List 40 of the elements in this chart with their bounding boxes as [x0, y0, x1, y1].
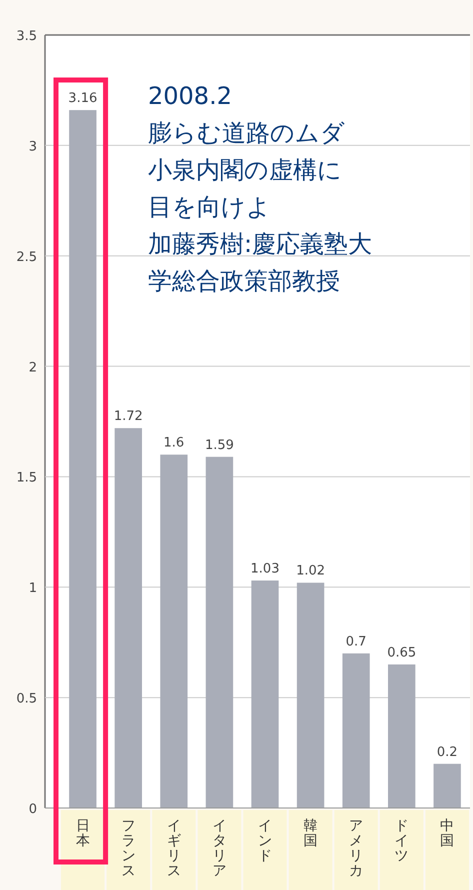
x-tick-label: 韓国 [304, 818, 318, 849]
annotation: 2008.2 [148, 82, 232, 110]
annotation: 膨らむ道路のムダ [148, 119, 345, 147]
data-label: 1.03 [250, 562, 280, 577]
bar [342, 653, 370, 808]
x-tick-label: ドイツ [394, 818, 409, 864]
bar [388, 664, 416, 808]
data-label: 1.6 [164, 436, 184, 451]
x-tick-label: 中国 [440, 818, 454, 849]
bar [114, 428, 142, 808]
x-tick-label: 日本 [76, 818, 90, 849]
data-label: 1.72 [114, 409, 143, 424]
y-tick-label: 1 [28, 581, 37, 596]
y-tick-label: 0 [28, 802, 37, 817]
y-tick-label: 3.5 [16, 29, 37, 44]
x-tick-label: インド [258, 818, 272, 864]
bar [434, 764, 461, 808]
bar [251, 580, 279, 808]
y-tick-label: 2 [28, 360, 37, 376]
data-label: 1.59 [204, 438, 234, 453]
data-label: 1.02 [296, 564, 326, 579]
bar [296, 582, 324, 808]
bar [206, 456, 234, 808]
data-label: 0.7 [346, 634, 366, 650]
bar [160, 454, 188, 808]
annotation: 学総合政策部教授 [148, 267, 340, 295]
annotation: 小泉内閣の虚構に [148, 156, 342, 184]
data-label: 0.65 [387, 645, 416, 660]
x-tick-label: イギリス [166, 818, 181, 879]
data-label: 0.2 [436, 744, 458, 760]
x-tick-label: フランス [121, 818, 136, 879]
annotation: 加藤秀樹:慶応義塾大 [148, 230, 372, 258]
y-tick-label: 3 [28, 139, 37, 154]
y-tick-label: 1.5 [16, 470, 37, 486]
x-tick-label: アメリカ [349, 818, 364, 879]
x-tick-label: イタリア [212, 818, 226, 879]
y-tick-label: 2.5 [16, 250, 37, 265]
annotation: 目を向けよ [148, 193, 271, 221]
data-label: 3.16 [68, 91, 98, 106]
y-tick-label: 0.5 [16, 692, 37, 707]
